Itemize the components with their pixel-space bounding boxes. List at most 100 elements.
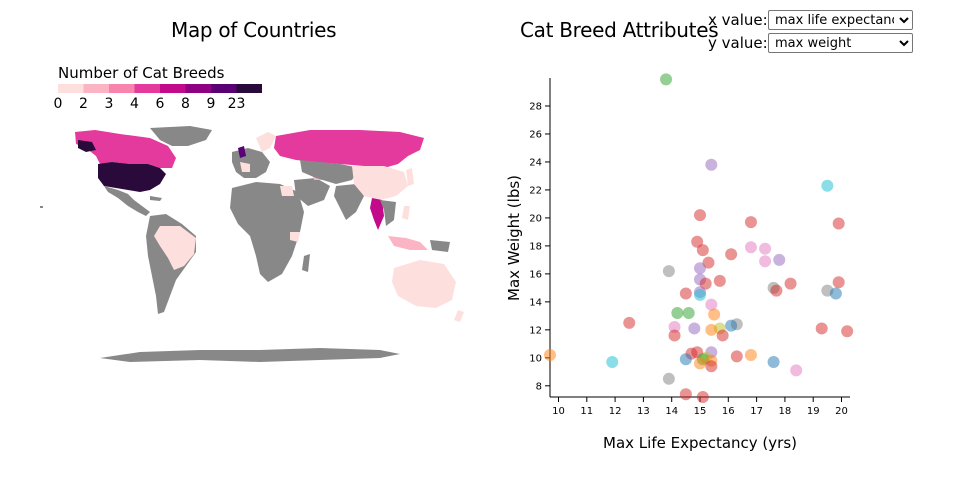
country-indonesia[interactable] xyxy=(388,236,428,250)
data-point[interactable] xyxy=(694,357,706,370)
legend-label: 6 xyxy=(156,96,165,112)
data-point[interactable] xyxy=(679,388,692,401)
legend-swatch xyxy=(58,84,84,93)
data-point[interactable] xyxy=(841,325,854,338)
country-greenland[interactable] xyxy=(150,126,212,146)
y-tick-label: 24 xyxy=(529,157,542,168)
country-thailand[interactable] xyxy=(370,198,384,230)
data-point[interactable] xyxy=(688,322,701,335)
country-southeast-asia[interactable] xyxy=(380,200,396,226)
country-new-guinea[interactable] xyxy=(430,240,450,252)
data-point[interactable] xyxy=(702,256,715,269)
country-egypt[interactable] xyxy=(280,186,294,196)
country-cuba[interactable] xyxy=(150,196,162,201)
scatter-axes: 10 11 12 13 14 15 16 17 18 19 20 8 10 12 14 16 18 20 22 24 2… xyxy=(529,78,850,417)
country-uk[interactable] xyxy=(238,146,246,158)
y-tick-label: 16 xyxy=(529,269,542,280)
country-japan[interactable] xyxy=(406,168,414,186)
data-point[interactable] xyxy=(821,179,834,192)
data-point[interactable] xyxy=(759,242,772,255)
data-point[interactable] xyxy=(730,350,743,363)
country-europe[interactable] xyxy=(232,148,270,178)
y-tick-label: 12 xyxy=(529,325,542,336)
country-alaska[interactable] xyxy=(78,140,96,152)
country-india[interactable] xyxy=(334,184,364,220)
data-point[interactable] xyxy=(699,277,712,290)
country-usa[interactable] xyxy=(98,162,166,192)
country-kenya[interactable] xyxy=(290,232,300,242)
x-tick-label: 10 xyxy=(552,406,565,417)
data-point[interactable] xyxy=(832,276,845,289)
data-point[interactable] xyxy=(829,287,842,300)
data-point[interactable] xyxy=(759,255,772,268)
data-point[interactable] xyxy=(696,244,709,257)
data-point[interactable] xyxy=(671,307,684,320)
data-point[interactable] xyxy=(832,217,845,230)
data-point[interactable] xyxy=(679,287,692,300)
data-point[interactable] xyxy=(691,235,704,248)
data-point[interactable] xyxy=(770,284,783,297)
data-point[interactable] xyxy=(784,277,797,290)
country-mexico[interactable] xyxy=(104,186,150,216)
data-point[interactable] xyxy=(694,288,706,301)
country-brazil[interactable] xyxy=(154,226,196,270)
data-point[interactable] xyxy=(705,158,718,171)
data-point[interactable] xyxy=(725,248,738,261)
data-point[interactable] xyxy=(744,241,757,254)
country-russia[interactable] xyxy=(274,130,424,168)
y-value-select[interactable]: max weight xyxy=(768,33,913,53)
data-point[interactable] xyxy=(773,253,786,266)
country-canada[interactable] xyxy=(75,130,176,168)
country-australia[interactable] xyxy=(392,260,456,308)
data-point[interactable] xyxy=(694,262,706,275)
map-countries xyxy=(40,126,464,362)
y-tick-label: 18 xyxy=(529,241,542,252)
data-point[interactable] xyxy=(713,274,726,287)
x-value-label: x value: xyxy=(708,11,768,29)
data-point[interactable] xyxy=(744,216,757,229)
data-point[interactable] xyxy=(696,391,709,403)
x-value-control: x value: max life expectancy xyxy=(708,10,913,30)
country-middle-east[interactable] xyxy=(294,178,330,206)
x-tick-label: 14 xyxy=(665,406,678,417)
country-philippines[interactable] xyxy=(402,206,410,220)
country-france[interactable] xyxy=(240,162,250,172)
country-central-asia[interactable] xyxy=(300,160,360,184)
data-point[interactable] xyxy=(662,265,675,278)
data-point[interactable] xyxy=(705,298,718,311)
scatter-plot: 10 11 12 13 14 15 16 17 18 19 20 8 10 12 14 16 18 20 22 24 2… xyxy=(505,73,854,452)
data-point[interactable] xyxy=(705,323,718,336)
data-point[interactable] xyxy=(660,73,673,86)
data-point[interactable] xyxy=(668,321,681,334)
legend-swatch xyxy=(211,84,237,93)
x-value-select[interactable]: max life expectancy xyxy=(768,10,913,30)
data-point[interactable] xyxy=(767,356,780,369)
data-point[interactable] xyxy=(606,356,619,369)
data-point[interactable] xyxy=(679,353,692,366)
data-point[interactable] xyxy=(716,329,729,342)
country-china[interactable] xyxy=(352,166,408,200)
data-point[interactable] xyxy=(544,349,556,362)
y-tick-label: 10 xyxy=(529,353,542,364)
data-point[interactable] xyxy=(623,316,636,329)
y-tick-label: 14 xyxy=(529,297,542,308)
data-point[interactable] xyxy=(682,307,695,320)
data-point[interactable] xyxy=(815,322,828,335)
x-tick-label: 16 xyxy=(722,406,735,417)
data-point[interactable] xyxy=(705,360,718,373)
country-norway[interactable] xyxy=(256,132,276,152)
data-point[interactable] xyxy=(790,364,803,377)
legend-swatch xyxy=(160,84,186,93)
data-point[interactable] xyxy=(708,308,721,321)
country-madagascar[interactable] xyxy=(302,254,310,272)
data-point[interactable] xyxy=(662,372,675,385)
country-africa[interactable] xyxy=(230,182,304,282)
country-antarctica[interactable] xyxy=(100,348,400,362)
data-point[interactable] xyxy=(744,349,757,362)
data-point[interactable] xyxy=(694,209,706,222)
legend-label: 2 xyxy=(79,96,88,112)
data-point[interactable] xyxy=(725,319,738,332)
country-tiny-island[interactable] xyxy=(40,206,43,208)
data-point[interactable] xyxy=(668,329,681,342)
country-new-zealand[interactable] xyxy=(454,310,464,322)
